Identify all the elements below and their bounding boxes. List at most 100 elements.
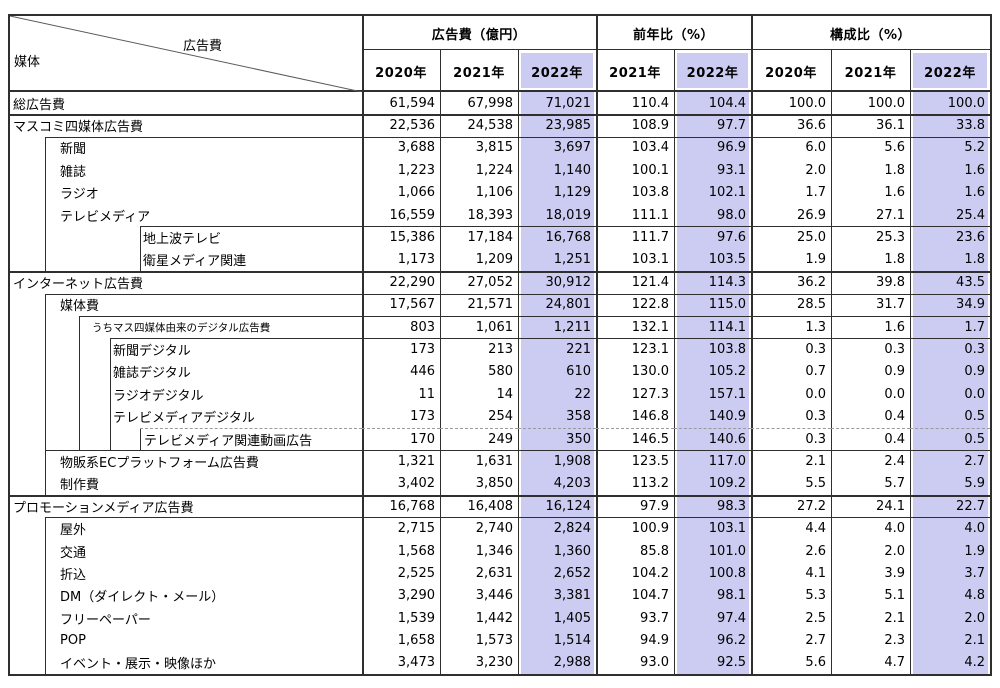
value-text: 103.5 [708, 252, 746, 268]
value-text: 0.9 [964, 364, 985, 380]
row-label: 衛星メディア関連 [143, 254, 247, 270]
row-label-cell: 物販系ECプラットフォーム広告費 [10, 450, 362, 473]
value-cell: 2.0 [910, 606, 990, 630]
value-text: 123.5 [631, 453, 669, 469]
row-divider [10, 495, 362, 498]
value-text: 2,652 [553, 565, 591, 581]
value-cell: 67,998 [440, 92, 518, 114]
header-group-adcost: 広告費（億円） [362, 16, 596, 50]
value-text: 109.2 [708, 476, 746, 492]
value-cell: 1,106 [440, 182, 518, 204]
value-cell: 3,850 [440, 473, 518, 495]
value-cell: 104.2 [596, 562, 674, 584]
value-text: 0.3 [805, 409, 826, 425]
value-text: 2.7 [964, 453, 985, 469]
value-text: 140.9 [708, 409, 746, 425]
indent-guide-line [79, 427, 80, 451]
value-cell: 43.5 [910, 271, 990, 294]
value-cell: 358 [518, 405, 596, 428]
value-cell: 132.1 [596, 316, 674, 338]
value-cell: 117.0 [674, 450, 751, 473]
value-text: 157.1 [708, 386, 746, 402]
value-cell: 15,386 [362, 226, 440, 248]
header-year-share-2020: 2020年 [751, 50, 831, 92]
value-cell: 0.0 [751, 383, 831, 405]
value-cell: 17,184 [440, 226, 518, 248]
value-text: 1.8 [884, 252, 905, 268]
dashed-row-divider [910, 427, 990, 429]
value-text: 100.1 [631, 162, 669, 178]
value-text: 2.5 [805, 610, 826, 626]
value-text: 31.7 [876, 297, 905, 313]
value-cell: 2.0 [831, 540, 910, 562]
indent-guide-line [140, 427, 141, 451]
row-label: 新聞 [60, 142, 87, 158]
value-text: 127.3 [631, 386, 669, 402]
row-label: 制作費 [60, 478, 100, 494]
value-text: 1,321 [397, 453, 435, 469]
header-group-yoy: 前年比（%） [596, 16, 751, 50]
value-text: 1,223 [397, 162, 435, 178]
value-cell: 85.8 [596, 540, 674, 562]
value-cell: 4.2 [910, 651, 990, 675]
value-text: 4.7 [884, 655, 905, 671]
indent-guide-line [45, 651, 46, 675]
diagonal-divider-line [10, 16, 362, 92]
value-cell: 108.9 [596, 114, 674, 136]
value-text: 803 [410, 319, 435, 335]
value-cell: 94.9 [596, 629, 674, 651]
value-cell: 36.1 [831, 114, 910, 136]
value-text: 2.1 [884, 610, 905, 626]
indent-guide-line [45, 472, 46, 496]
value-text: 3,815 [475, 140, 513, 156]
value-text: 1.9 [805, 252, 826, 268]
value-cell: 4.4 [751, 517, 831, 539]
value-cell: 2.4 [831, 450, 910, 472]
value-cell: 157.1 [674, 383, 751, 406]
indent-guide-line [45, 629, 46, 652]
value-cell: 0.3 [910, 338, 990, 361]
value-cell: 31.7 [831, 294, 910, 316]
value-cell: 22,536 [362, 114, 440, 136]
indent-guide-line [110, 338, 111, 361]
value-cell: 3,402 [362, 473, 440, 495]
row-label-cell: POP [10, 629, 362, 652]
value-cell: 25.4 [910, 203, 990, 227]
value-cell: 580 [440, 361, 518, 383]
value-text: 2,525 [397, 565, 435, 581]
value-cell: 2,824 [518, 517, 596, 540]
value-text: 2.0 [805, 162, 826, 178]
value-cell: 254 [440, 405, 518, 427]
value-cell: 0.0 [831, 383, 910, 405]
value-cell: 24,801 [518, 293, 596, 316]
value-text: 1,442 [475, 610, 513, 626]
value-text: 4,203 [553, 476, 591, 492]
value-text: 100.0 [947, 95, 985, 111]
indent-guide-line [110, 427, 111, 451]
value-text: 16,559 [389, 207, 436, 223]
value-cell: 1.8 [831, 159, 910, 181]
row-label: うちマス四媒体由来のデジタル広告費 [92, 321, 271, 334]
value-cell: 34.9 [910, 293, 990, 316]
value-cell: 71,021 [518, 92, 596, 115]
value-cell: 803 [362, 316, 440, 338]
value-cell: 93.1 [674, 159, 751, 182]
value-text: 24,801 [545, 297, 592, 313]
value-text: 111.7 [631, 230, 669, 246]
value-cell: 0.9 [831, 361, 910, 383]
value-cell: 610 [518, 360, 596, 384]
value-text: 3,230 [475, 655, 513, 671]
value-text: 221 [566, 341, 591, 357]
dashed-row-divider [362, 427, 440, 429]
value-text: 0.5 [964, 431, 985, 447]
value-text: 4.4 [805, 521, 826, 537]
value-cell: 115.0 [674, 293, 751, 316]
row-label: マスコミ四媒体広告費 [13, 120, 144, 136]
row-label-cell: 新聞デジタル [10, 338, 362, 361]
value-cell: 3.7 [910, 562, 990, 585]
value-cell: 114.3 [674, 271, 751, 294]
row-divider [140, 226, 362, 228]
value-cell: 97.7 [674, 114, 751, 137]
value-text: 5.5 [805, 476, 826, 492]
value-cell: 39.8 [831, 271, 910, 293]
